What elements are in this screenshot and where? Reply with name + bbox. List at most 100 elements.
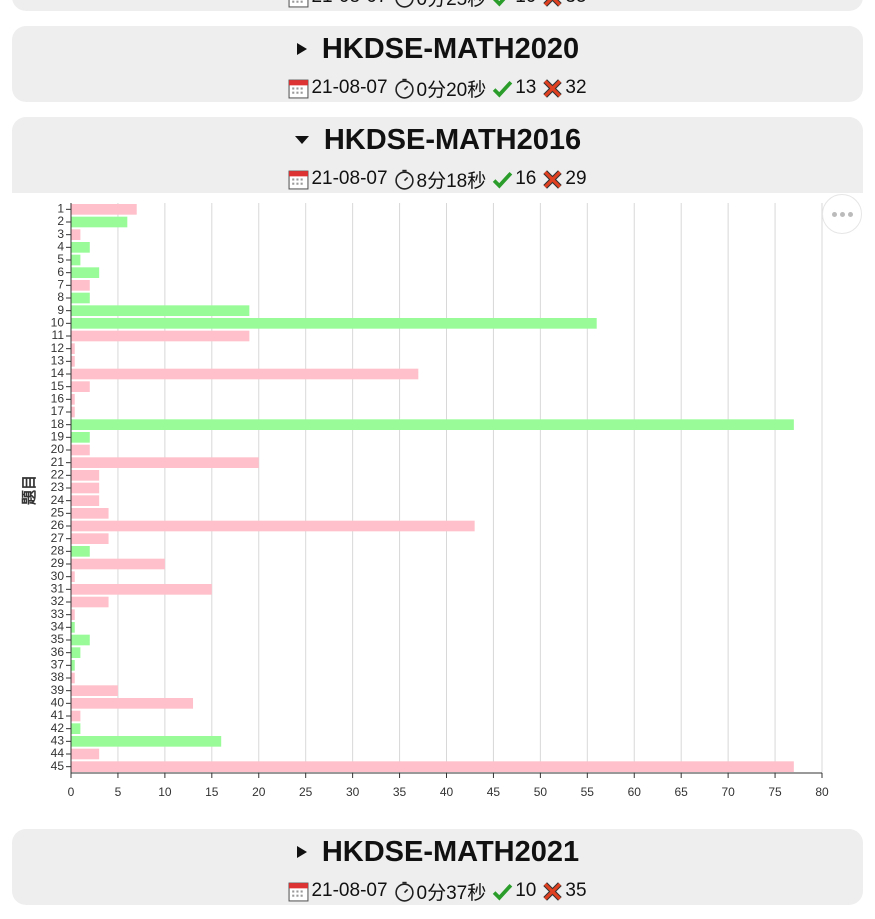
y-tick-label: 42 (51, 721, 65, 735)
chart: 題目 0 5 10 15 20 25 30 35 40 45 50 55 60 65 70 75 8012345… (12, 193, 863, 815)
y-tick-label: 12 (51, 341, 65, 355)
x-tick-label: 25 (299, 785, 313, 799)
y-tick-label: 9 (57, 303, 64, 317)
y-tick-label: 4 (57, 240, 64, 254)
date: 21-08-07 (311, 77, 388, 98)
y-tick-label: 29 (51, 556, 65, 570)
y-tick-label: 45 (51, 759, 65, 773)
x-tick-label: 10 (158, 785, 172, 799)
correct-count: 10 (515, 0, 536, 8)
bar (71, 216, 128, 228)
wrong-icon (542, 169, 563, 190)
card-title: HKDSE-MATH2016 (323, 123, 582, 156)
correct-count: 10 (515, 880, 537, 901)
y-tick-label: 32 (51, 594, 65, 608)
timer-icon (394, 78, 415, 99)
y-tick-label: 37 (51, 658, 65, 672)
bar (71, 748, 100, 760)
correct-count: 13 (515, 77, 537, 98)
bar (71, 330, 250, 342)
y-tick-label: 36 (51, 645, 65, 659)
x-tick-label: 70 (721, 785, 735, 799)
date: 21-08-07 (311, 880, 388, 901)
bar (71, 609, 75, 620)
quiz-card[interactable]: HKDSE-MATH2020 21-08-07 0分20秒 13 32 (12, 26, 863, 102)
y-tick-label: 27 (51, 531, 65, 545)
x-tick-label: 30 (346, 785, 360, 799)
more-options-button[interactable] (822, 194, 862, 234)
y-tick-label: 44 (51, 746, 65, 760)
wrong-count: 32 (565, 77, 587, 98)
y-tick-label: 2 (57, 214, 64, 228)
y-axis-label: 題目 (21, 475, 38, 505)
y-tick-label: 15 (51, 379, 65, 393)
correct-count: 16 (515, 168, 537, 189)
date: 21-08-07 (311, 0, 387, 8)
bar (71, 444, 90, 456)
bar (71, 406, 75, 418)
calendar-icon (288, 881, 309, 902)
collapse-arrow (294, 136, 309, 144)
y-tick-label: 22 (51, 468, 65, 482)
bar (71, 710, 81, 722)
bar (71, 356, 75, 367)
correct-icon (492, 881, 513, 902)
correct-icon (492, 78, 513, 99)
timer-icon (394, 169, 415, 190)
card-title: HKDSE-MATH2020 (321, 32, 580, 65)
wrong-count: 29 (565, 168, 587, 189)
bar (71, 546, 90, 557)
bar (71, 558, 165, 570)
card-header: HKDSE-MATH2021 (12, 835, 863, 869)
bar (71, 204, 137, 215)
correct-icon (492, 0, 513, 8)
bar (71, 571, 75, 582)
y-tick-label: 31 (51, 582, 65, 596)
y-tick-label: 23 (51, 480, 65, 494)
x-tick-label: 0 (68, 785, 75, 799)
bar (71, 634, 90, 646)
wrong-icon (542, 0, 563, 8)
quiz-card[interactable]: 21-08-07 0分25秒 10 35 (12, 0, 863, 11)
duration: 0分20秒 (416, 79, 487, 101)
x-tick-label: 5 (115, 785, 122, 799)
x-tick-label: 55 (581, 785, 595, 799)
y-tick-label: 11 (52, 328, 65, 342)
y-tick-label: 21 (51, 455, 65, 469)
bar (71, 622, 75, 633)
x-tick-label: 75 (768, 785, 782, 799)
card-header: HKDSE-MATH2016 (12, 123, 863, 157)
x-tick-label: 50 (534, 785, 548, 799)
y-tick-label: 24 (51, 493, 65, 507)
bar (71, 584, 212, 595)
wrong-count: 35 (565, 880, 587, 901)
bar (71, 736, 222, 747)
y-tick-label: 5 (57, 252, 64, 266)
y-tick-label: 41 (51, 708, 65, 722)
bar (71, 672, 75, 684)
x-tick-label: 40 (440, 785, 454, 799)
bar (71, 229, 81, 240)
y-tick-label: 17 (51, 404, 65, 418)
y-tick-label: 35 (51, 632, 65, 646)
y-tick-label: 38 (51, 670, 65, 684)
quiz-card[interactable]: HKDSE-MATH2021 21-08-07 0分37秒 10 35 (12, 829, 863, 905)
bar (71, 533, 109, 544)
expand-arrow (296, 846, 307, 858)
y-tick-label: 19 (51, 430, 65, 444)
card-meta: 21-08-07 0分37秒 10 35 (12, 879, 863, 904)
calendar-icon (288, 78, 309, 99)
x-tick-label: 60 (628, 785, 642, 799)
bar (71, 482, 100, 494)
bar (71, 394, 75, 405)
bar (71, 292, 90, 304)
wrong-icon (542, 78, 563, 99)
x-tick-label: 80 (815, 785, 829, 799)
duration: 0分37秒 (416, 882, 487, 904)
y-tick-label: 7 (57, 278, 64, 292)
y-tick-label: 16 (51, 392, 65, 406)
y-tick-label: 30 (51, 569, 65, 583)
y-tick-label: 34 (51, 620, 65, 634)
bar (71, 432, 90, 443)
